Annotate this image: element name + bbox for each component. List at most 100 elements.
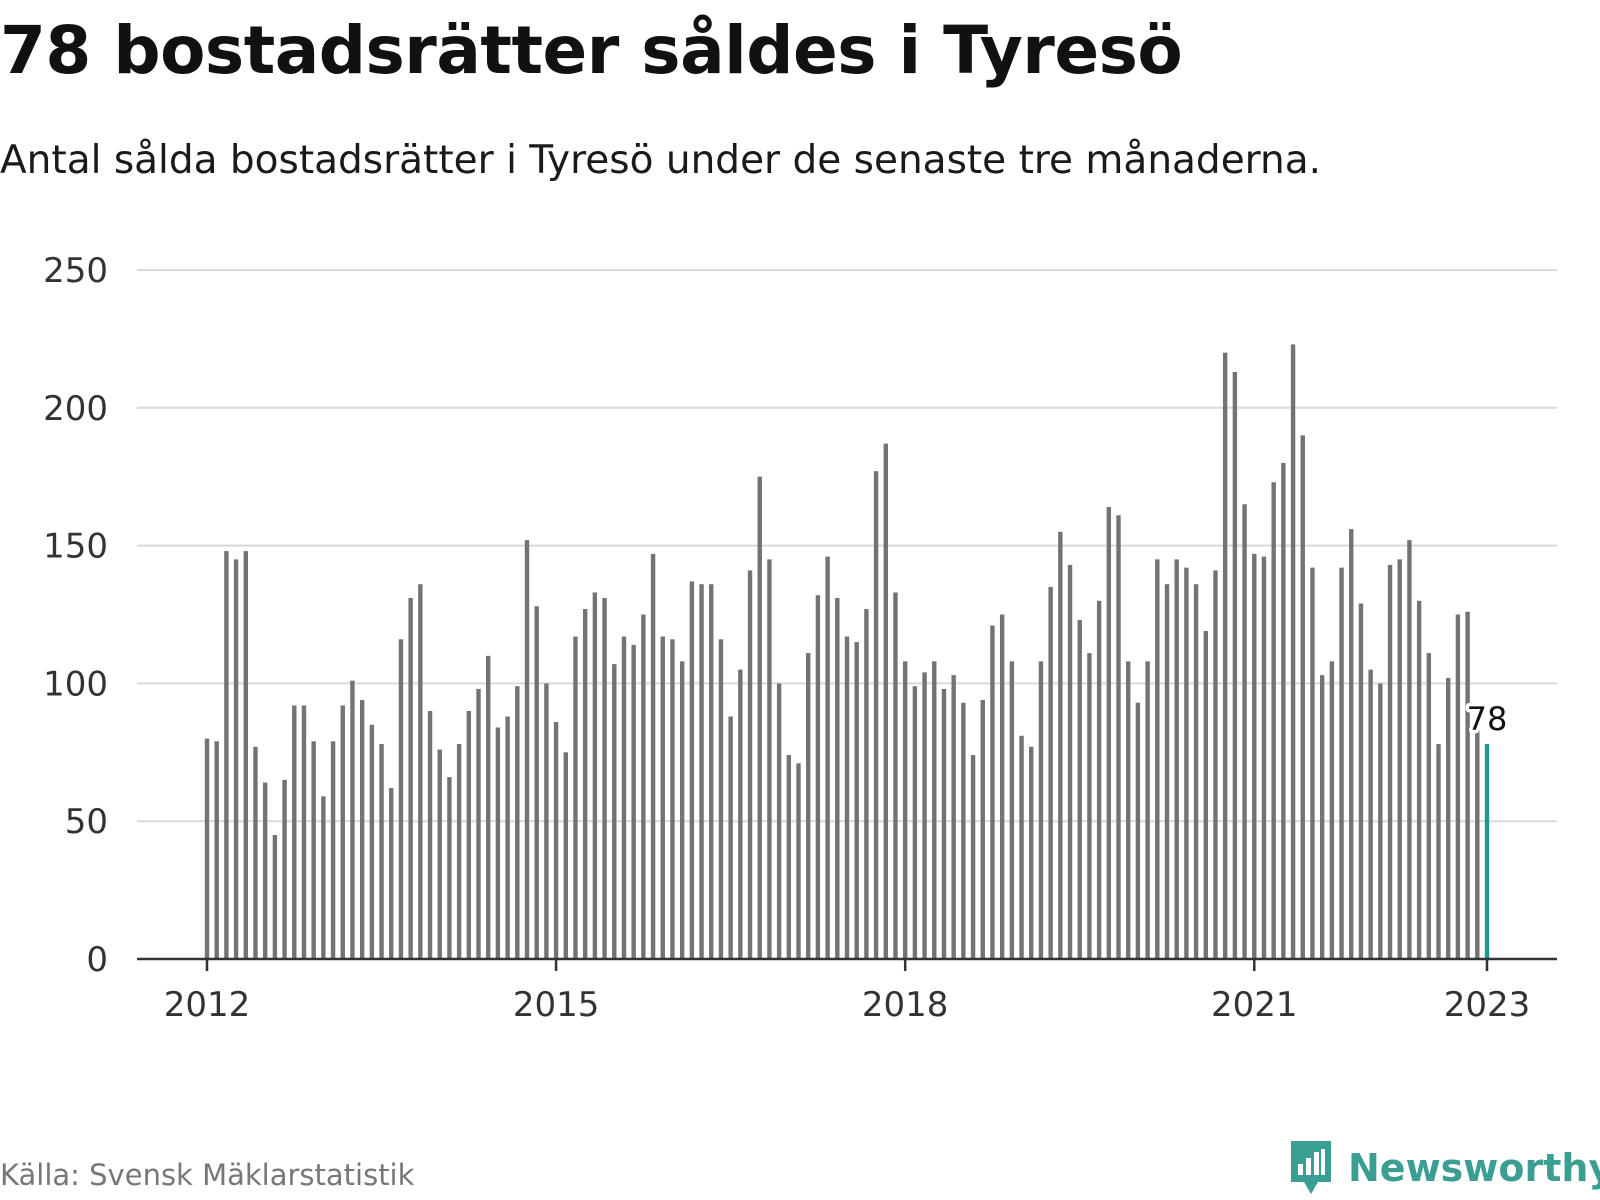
bar — [990, 625, 995, 959]
bar — [980, 699, 985, 959]
bar — [389, 788, 394, 959]
bar — [515, 686, 520, 959]
bar — [466, 710, 472, 959]
bar — [1135, 702, 1141, 959]
bar — [922, 672, 927, 959]
bar — [1019, 735, 1024, 959]
bar — [582, 608, 588, 959]
bar — [1300, 435, 1305, 959]
y-tick-label: 150 — [43, 527, 108, 567]
bar — [1193, 584, 1199, 959]
bar — [524, 540, 530, 959]
brand-name: Newsworthy — [1348, 1146, 1600, 1190]
bar — [476, 688, 481, 959]
bar — [1213, 570, 1218, 959]
bar — [1116, 515, 1121, 959]
bar — [883, 443, 888, 959]
bar — [709, 584, 714, 959]
bar — [1446, 677, 1451, 959]
bar — [679, 661, 685, 959]
bar — [1378, 683, 1383, 959]
bar — [621, 636, 627, 959]
bar — [1397, 559, 1402, 959]
bar — [311, 741, 316, 959]
bar — [243, 551, 248, 959]
x-tick-label: 2012 — [164, 985, 251, 1025]
bar — [1058, 531, 1063, 959]
bar — [699, 584, 704, 959]
bar — [660, 636, 665, 959]
bar — [689, 581, 695, 959]
bar — [204, 738, 210, 959]
bar — [1416, 600, 1422, 959]
bar — [612, 664, 617, 959]
bar — [1145, 661, 1150, 959]
bar — [796, 763, 801, 959]
bar — [437, 749, 442, 959]
x-tick-label: 2015 — [513, 985, 600, 1025]
bar — [592, 592, 598, 959]
bar — [951, 675, 956, 959]
y-tick-label: 0 — [86, 940, 108, 980]
bar — [815, 595, 821, 959]
y-axis-labels: 0 50 100 150 200 250 — [43, 251, 108, 980]
bar — [495, 727, 501, 959]
bar — [214, 741, 219, 959]
bar — [738, 669, 743, 959]
bar — [253, 746, 258, 959]
bar — [1077, 620, 1082, 959]
bar — [902, 661, 908, 959]
x-axis: 2012 2015 2018 2021 2023 — [137, 957, 1557, 1025]
source-note: Källa: Svensk Mäklarstatistik — [0, 1158, 415, 1192]
bar-chart-logo-icon — [1291, 1141, 1331, 1194]
bar — [776, 683, 782, 959]
bar — [1203, 631, 1208, 959]
bar — [602, 597, 607, 959]
bar — [1242, 504, 1247, 959]
bar — [544, 683, 549, 959]
bar — [1329, 661, 1335, 959]
bar — [1368, 669, 1373, 959]
bar — [398, 639, 404, 959]
bar — [1184, 567, 1189, 959]
bar — [1290, 344, 1296, 959]
bar — [1174, 559, 1179, 959]
bars — [204, 344, 1490, 959]
bar — [1096, 600, 1102, 959]
bar — [408, 597, 413, 959]
bar — [1067, 564, 1073, 959]
bar — [961, 702, 966, 959]
annotations: 78 — [1463, 697, 1511, 742]
bar — [932, 661, 937, 959]
bar — [301, 705, 307, 959]
bar — [1407, 540, 1412, 959]
bar — [1164, 584, 1170, 959]
bar — [359, 699, 365, 959]
bar — [1126, 661, 1131, 959]
bar — [1349, 529, 1354, 959]
bar — [350, 680, 355, 959]
bar — [262, 782, 268, 959]
bar — [825, 556, 830, 959]
bar — [728, 716, 733, 959]
bar-chart: 0 50 100 150 200 250 2012 2015 2018 2021 2023 78 — [43, 251, 1557, 1025]
bar — [233, 559, 239, 959]
bar — [340, 705, 345, 959]
bar — [1426, 653, 1432, 959]
bar — [670, 639, 675, 959]
bar — [1261, 556, 1267, 959]
bar — [486, 655, 491, 959]
bar — [1281, 462, 1286, 959]
bar-highlight — [1484, 744, 1490, 959]
bar — [1009, 661, 1015, 959]
bar — [1155, 559, 1160, 959]
bar — [369, 724, 375, 959]
bar — [379, 744, 384, 959]
bar — [631, 644, 636, 959]
bar — [1232, 371, 1238, 959]
bar — [650, 553, 656, 959]
bar — [1048, 586, 1053, 959]
bar — [1106, 507, 1112, 959]
bar — [747, 570, 753, 959]
bar — [282, 779, 287, 959]
